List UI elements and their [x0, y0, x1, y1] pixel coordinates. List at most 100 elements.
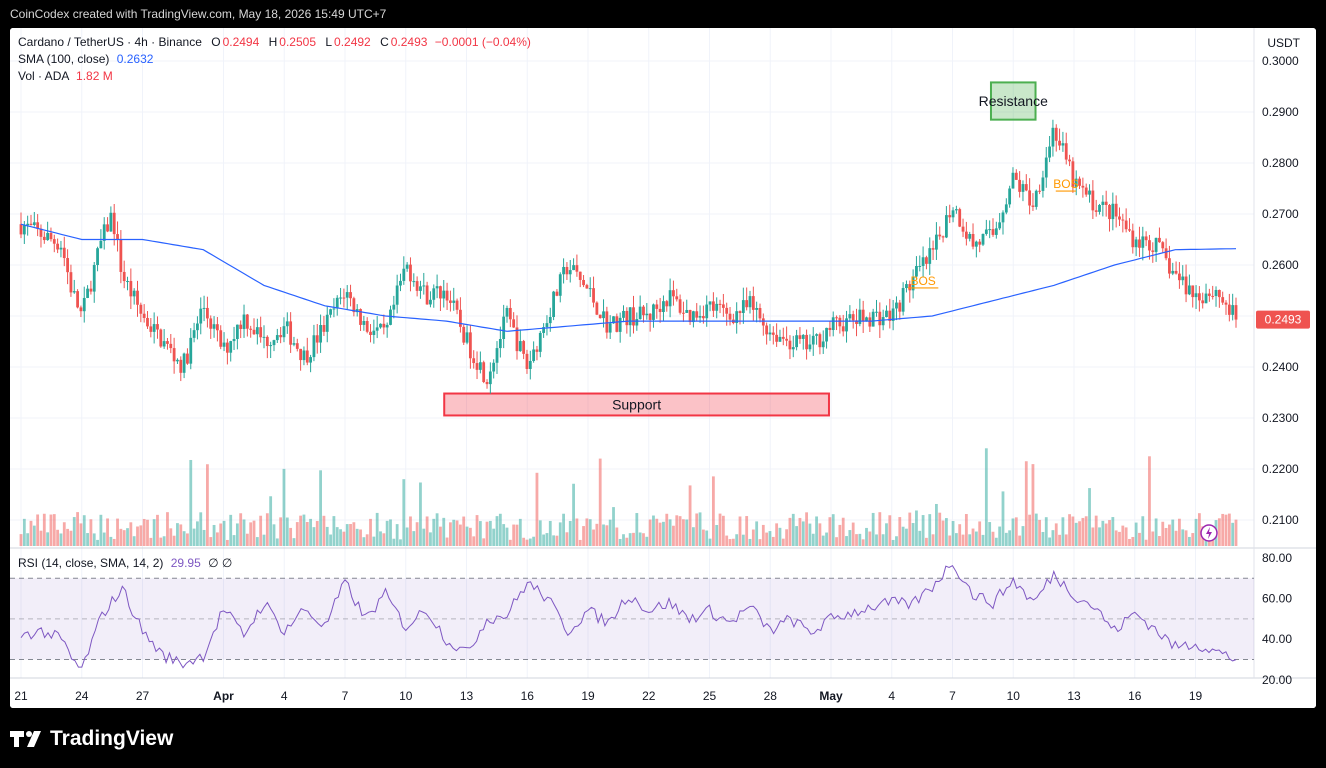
candle-body: [112, 212, 116, 235]
time-tick-label: 25: [703, 689, 717, 703]
volume-bar: [1058, 534, 1061, 546]
last-price-label: 0.2493: [1265, 313, 1302, 327]
volume-bar: [515, 524, 519, 546]
bos-label: BOS: [910, 274, 935, 288]
volume-bar: [672, 525, 675, 546]
open-value: 0.2494: [222, 35, 260, 49]
volume-bar: [1168, 524, 1171, 546]
candle-body: [678, 299, 682, 313]
high-label: H: [268, 35, 278, 49]
candle-body: [951, 210, 955, 218]
price-chart[interactable]: Resistance Support BOS BOS USDT 0.3000 0.2900 0…: [10, 28, 1316, 708]
volume-bar: [395, 524, 399, 546]
volume-bar: [871, 512, 875, 546]
candle-body: [149, 326, 153, 332]
candle-body: [232, 338, 236, 342]
candle-body: [865, 317, 868, 322]
volume-bar: [186, 533, 189, 546]
volume-bar: [568, 521, 572, 546]
volume-bar: [146, 519, 149, 546]
time-tick-label: 7: [342, 689, 349, 703]
candle-body: [918, 265, 922, 267]
candle-body: [761, 318, 765, 326]
candle-body: [39, 228, 43, 237]
candle-body: [1191, 285, 1195, 298]
candle-body: [389, 309, 392, 325]
candle-body: [126, 281, 129, 283]
volume-bar: [738, 516, 742, 546]
volume-bar: [409, 516, 412, 546]
candle-body: [1134, 239, 1138, 248]
volume-bar: [1094, 515, 1098, 546]
candle-body: [345, 292, 349, 298]
candle-body: [1074, 178, 1078, 187]
candle-body: [768, 332, 772, 335]
candle-body: [522, 341, 526, 354]
volume-bar: [59, 533, 63, 546]
candle-body: [545, 323, 549, 328]
candle-body: [1158, 237, 1161, 243]
volume-bar: [1008, 530, 1012, 546]
candle-body: [795, 335, 799, 348]
volume-bar: [851, 522, 855, 546]
candle-body: [19, 224, 23, 235]
volume-bar: [419, 482, 422, 546]
candle-body: [1171, 270, 1175, 274]
volume-bar: [1191, 533, 1195, 546]
volume-bar: [988, 522, 992, 546]
volume-bar: [462, 516, 466, 546]
volume-bar: [262, 534, 266, 546]
low-label: L: [325, 35, 333, 49]
rsi-legend: RSI (14, close, SMA, 14, 2) 29.95 ∅ ∅: [18, 556, 232, 570]
volume-bar: [26, 533, 30, 546]
volume-bar: [622, 534, 625, 546]
candle-body: [1128, 229, 1131, 231]
volume-bar: [166, 512, 169, 546]
candle-body: [855, 320, 858, 324]
candle-body: [212, 324, 216, 329]
volume-bar: [139, 525, 143, 546]
volume-bar: [392, 538, 396, 546]
candle-body: [748, 296, 752, 308]
candle-body: [1101, 201, 1105, 205]
volume-bar: [721, 515, 725, 546]
volume-bar: [1038, 519, 1042, 546]
candle-body: [32, 222, 36, 225]
candle-body: [242, 314, 246, 329]
candle-body: [442, 290, 446, 299]
volume-bar: [305, 522, 309, 546]
candle-body: [1078, 178, 1081, 186]
candle-body: [695, 311, 699, 318]
volume-bar: [1197, 513, 1201, 546]
candle-body: [998, 222, 1002, 229]
time-tick-label: 28: [764, 689, 778, 703]
volume-bar: [382, 533, 386, 546]
candle-body: [828, 327, 832, 331]
volume-bar: [555, 535, 559, 546]
volume-bar: [798, 517, 802, 546]
candle-body: [439, 286, 442, 299]
volume-bar: [225, 539, 229, 546]
candle-body: [1194, 293, 1198, 298]
candle-body: [52, 239, 56, 244]
volume-bar: [1118, 531, 1121, 546]
volume-bar: [1028, 514, 1032, 546]
volume-bar: [635, 513, 639, 546]
candle-body: [352, 298, 356, 313]
volume-bar: [818, 523, 822, 546]
candle-body: [1227, 304, 1231, 315]
volume-bar: [638, 532, 642, 546]
candle-body: [1024, 184, 1028, 191]
candle-body: [1234, 305, 1238, 320]
volume-bar: [905, 528, 908, 546]
candle-body: [1204, 293, 1208, 304]
candle-body: [402, 268, 406, 281]
candle-body: [608, 323, 612, 333]
volume-bar: [928, 514, 932, 546]
volume-bar: [575, 518, 579, 546]
price-tick-label: 0.2800: [1262, 156, 1299, 170]
candle-body: [948, 215, 952, 218]
candle-body: [1108, 204, 1111, 220]
candle-body: [915, 265, 918, 277]
candle-body: [1021, 184, 1025, 192]
